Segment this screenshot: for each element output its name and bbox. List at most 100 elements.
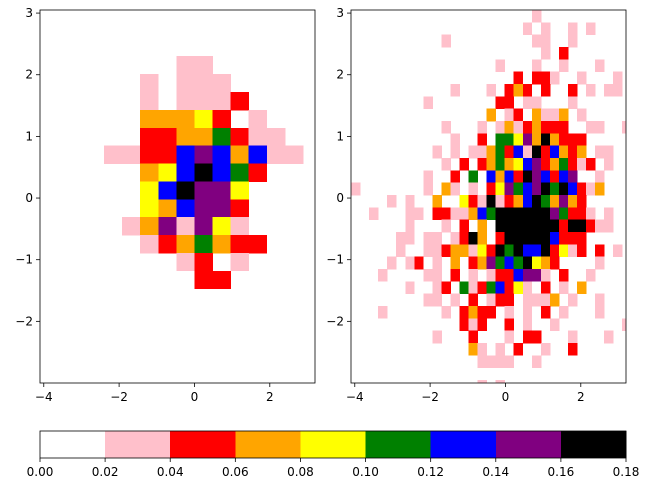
heatmap-cell bbox=[513, 83, 524, 97]
heatmap-cell bbox=[504, 219, 515, 233]
heatmap-cell bbox=[567, 231, 578, 245]
colorbar-tick-label: 0.14 bbox=[482, 465, 509, 479]
heatmap-cell bbox=[558, 219, 569, 233]
heatmap-cell bbox=[495, 268, 506, 282]
heatmap-cell bbox=[432, 330, 442, 344]
heatmap-cell bbox=[540, 231, 551, 245]
heatmap-cell bbox=[531, 207, 542, 221]
heatmap-cell bbox=[486, 244, 497, 258]
heatmap-cell bbox=[441, 281, 451, 294]
heatmap-cell bbox=[486, 182, 497, 196]
heatmap-cell bbox=[486, 256, 497, 270]
y-tick-label: 1 bbox=[25, 129, 33, 143]
heatmap-cell bbox=[450, 145, 460, 159]
heatmap-cell bbox=[212, 127, 232, 147]
heatmap-cell bbox=[549, 157, 560, 171]
heatmap-cell bbox=[513, 133, 524, 147]
heatmap-cell bbox=[567, 194, 578, 208]
heatmap-cell bbox=[540, 46, 551, 60]
heatmap-cell bbox=[495, 120, 506, 134]
heatmap-cell bbox=[531, 268, 542, 282]
heatmap-cell bbox=[540, 182, 551, 196]
heatmap-cell bbox=[230, 217, 250, 236]
heatmap-cell bbox=[567, 170, 578, 184]
heatmap-cell bbox=[495, 96, 506, 110]
heatmap-cell bbox=[468, 293, 478, 307]
heatmap-cell bbox=[504, 96, 515, 110]
heatmap-cell bbox=[522, 157, 533, 171]
heatmap-cell bbox=[495, 145, 506, 159]
heatmap-cell bbox=[176, 199, 195, 218]
heatmap-cell bbox=[531, 293, 542, 307]
heatmap-cell bbox=[540, 120, 551, 134]
heatmap-cell bbox=[549, 318, 560, 331]
axes-frame bbox=[350, 9, 627, 384]
heatmap-cell bbox=[513, 157, 524, 171]
heatmap-cell bbox=[504, 182, 515, 196]
heatmap-cell bbox=[212, 199, 232, 218]
heatmap-cell bbox=[414, 207, 424, 221]
heatmap-cell bbox=[140, 163, 159, 182]
heatmap-cell bbox=[531, 330, 542, 344]
colorbar-segment bbox=[430, 431, 497, 458]
heatmap-cell bbox=[122, 217, 141, 236]
heatmap-cell bbox=[387, 194, 397, 208]
heatmap-cell bbox=[495, 379, 506, 383]
heatmap-cell bbox=[495, 256, 506, 270]
heatmap-cell bbox=[522, 182, 533, 196]
heatmap-cell bbox=[459, 244, 469, 258]
heatmap-cell bbox=[194, 56, 213, 75]
heatmap-cell bbox=[540, 342, 551, 356]
heatmap-cell bbox=[423, 96, 433, 110]
heatmap-cell bbox=[522, 22, 533, 36]
heatmap-cell bbox=[531, 157, 542, 171]
heatmap-cell bbox=[194, 252, 213, 272]
heatmap-cell bbox=[441, 207, 451, 221]
heatmap-cell bbox=[558, 281, 569, 294]
heatmap-cell bbox=[477, 281, 488, 294]
heatmap-cell bbox=[586, 157, 596, 171]
heatmap-cell bbox=[140, 235, 159, 254]
heatmap-cell bbox=[468, 256, 478, 270]
heatmap-cell bbox=[577, 207, 587, 221]
heatmap-cell bbox=[468, 330, 478, 344]
heatmap-cell bbox=[230, 127, 250, 147]
x-tick-label: 2 bbox=[266, 390, 274, 404]
heatmap-cell bbox=[450, 268, 460, 282]
colorbar-segment bbox=[105, 431, 171, 458]
colorbar-segment bbox=[365, 431, 431, 458]
heatmap-cell bbox=[558, 170, 569, 184]
heatmap-cell bbox=[459, 318, 469, 331]
y-tick-label: 0 bbox=[25, 191, 33, 205]
colorbar-segment bbox=[495, 431, 562, 458]
heatmap-cell bbox=[486, 281, 497, 294]
heatmap-cell bbox=[522, 231, 533, 245]
axes-frame bbox=[39, 9, 316, 384]
heatmap-cell bbox=[477, 157, 488, 171]
heatmap-cell bbox=[604, 145, 614, 159]
heatmap-cell bbox=[140, 199, 159, 218]
heatmap-cell bbox=[194, 145, 213, 164]
heatmap-cell bbox=[577, 71, 587, 85]
heatmap-cell bbox=[522, 330, 533, 344]
heatmap-cell bbox=[558, 157, 569, 171]
heatmap-cell bbox=[567, 219, 578, 233]
heatmap-cell bbox=[604, 219, 614, 233]
heatmap-cell bbox=[405, 194, 415, 208]
heatmap-cell bbox=[567, 22, 578, 36]
heatmap-cell bbox=[248, 235, 268, 254]
x-tick-label: −4 bbox=[35, 390, 53, 404]
heatmap-cell bbox=[495, 244, 506, 258]
heatmap-cell bbox=[567, 342, 578, 356]
heatmap-cell bbox=[504, 194, 515, 208]
heatmap-cell bbox=[441, 157, 451, 171]
heatmap-cell bbox=[212, 217, 232, 236]
heatmap-cell bbox=[522, 170, 533, 184]
y-tick-label: 2 bbox=[336, 68, 344, 82]
heatmap-cell bbox=[540, 281, 551, 294]
heatmap-cell bbox=[531, 133, 542, 147]
heatmap-cell bbox=[495, 219, 506, 233]
heatmap-cell bbox=[432, 293, 442, 307]
heatmap-cell bbox=[577, 182, 587, 196]
heatmap-cell bbox=[513, 281, 524, 294]
